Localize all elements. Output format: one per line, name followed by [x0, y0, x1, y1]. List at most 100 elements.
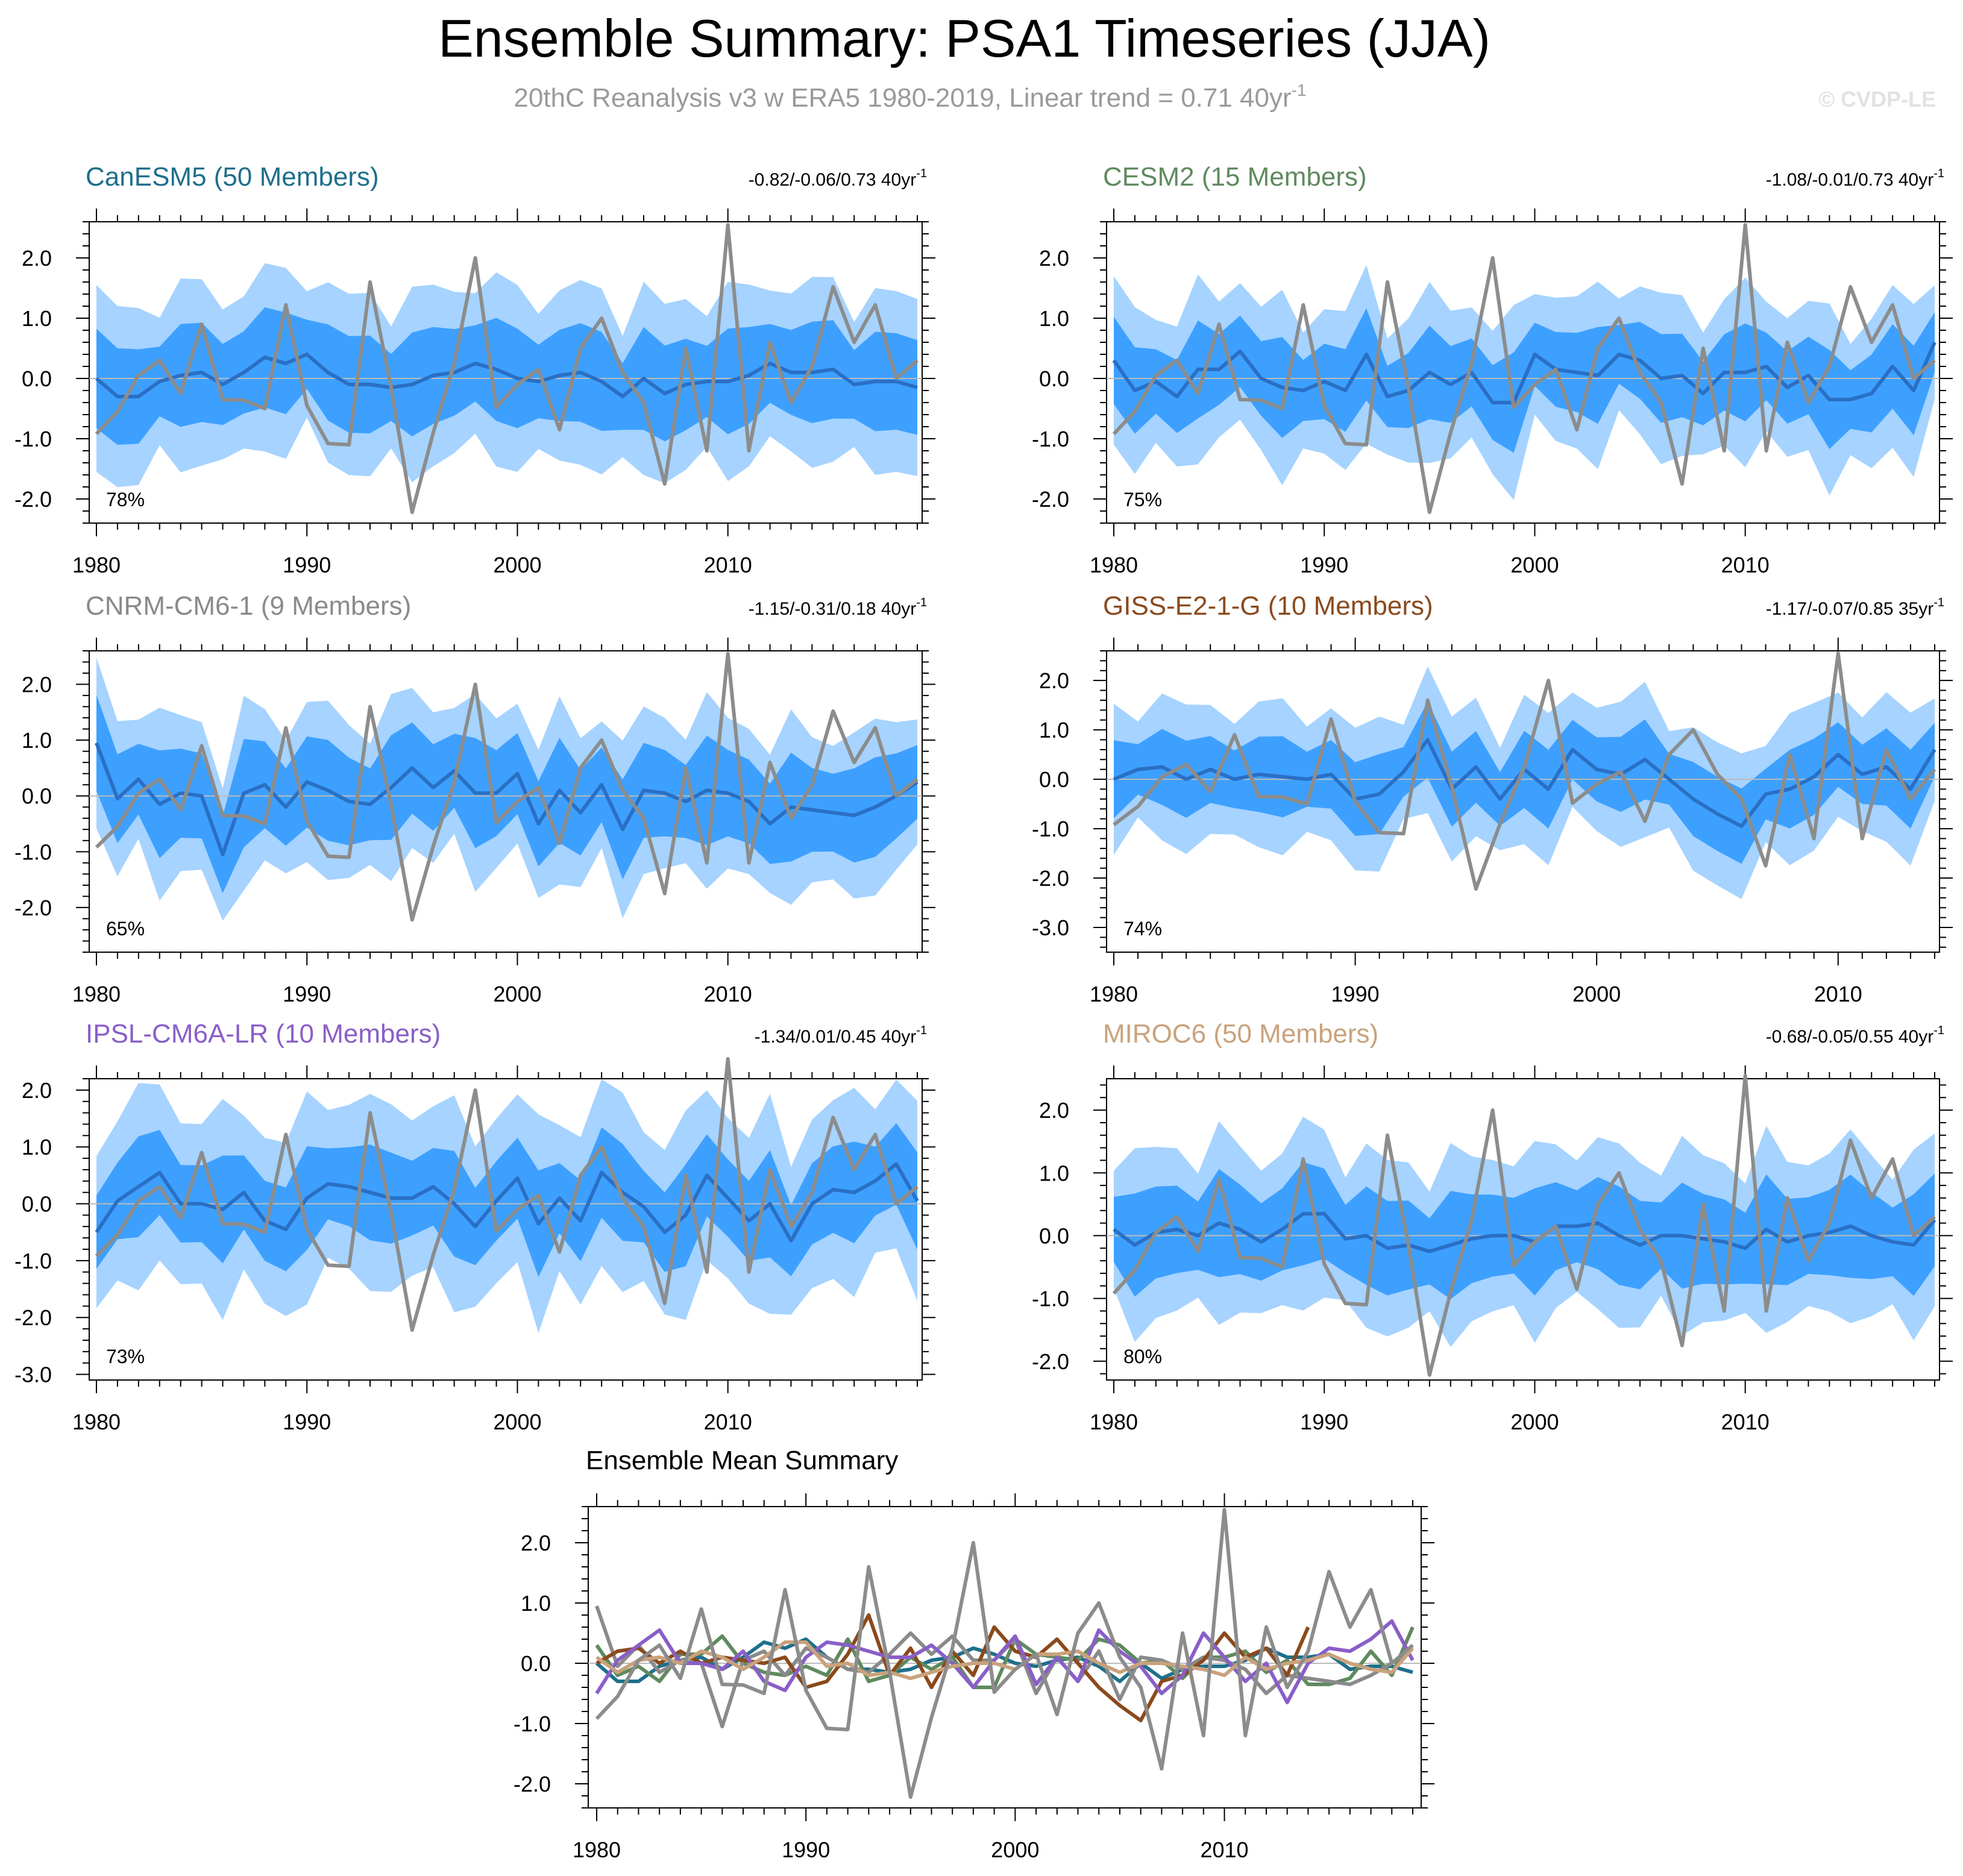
y-tick-label: -2.0 [1032, 866, 1069, 891]
plot-frame [89, 221, 923, 524]
observation-line [95, 1057, 919, 1332]
y-tick-label: -2.0 [1032, 487, 1069, 512]
panel-title: IPSL-CM6A-LR (10 Members) [86, 1019, 441, 1049]
y-tick-label: 2.0 [1039, 246, 1069, 271]
y-tick-label: 1.0 [521, 1591, 551, 1616]
y-tick-label: -1.0 [514, 1711, 551, 1736]
band-inner [1114, 701, 1935, 864]
panel-title: CNRM-CM6-1 (9 Members) [86, 591, 411, 621]
plot-frame [588, 1506, 1422, 1809]
x-tick-label: 1990 [1300, 553, 1348, 577]
x-tick-label: 2010 [1814, 982, 1862, 1006]
panel-percentage: 80% [1123, 1346, 1162, 1367]
observation-line [95, 223, 919, 514]
y-tick-label: -2.0 [1032, 1349, 1069, 1374]
y-tick-label: -1.0 [1032, 427, 1069, 451]
x-tick-label: 1990 [283, 553, 331, 577]
x-tick-label: 2010 [704, 982, 752, 1006]
x-tick-label: 2010 [1721, 553, 1770, 577]
x-tick-label: 1980 [1090, 1410, 1138, 1434]
y-tick-label: -1.0 [1032, 1287, 1069, 1311]
y-tick-label: 1.0 [22, 728, 52, 753]
chart-panel-2: 2.0 1.0 0.0 -1.0 -2.0 1980 1990 2000 2010 CESM2 (… [1032, 162, 1953, 577]
panel-percentage: 78% [106, 489, 145, 510]
panel-trend: -1.15/-0.31/0.18 40yr-1 [749, 596, 927, 619]
copyright-label: © CVDP-LE [1818, 87, 1936, 111]
observation-line [1112, 223, 1936, 514]
x-tick-label: 1990 [283, 982, 331, 1006]
panel-trend: -1.17/-0.07/0.85 35yr-1 [1766, 596, 1944, 619]
plot-frame [1106, 650, 1940, 953]
chart-panel-6: 2.0 1.0 0.0 -1.0 -2.0 1980 1990 2000 2010 MIROC6 … [1032, 1019, 1953, 1434]
chart-panel-1: 2.0 1.0 0.0 -1.0 -2.0 1980 1990 2000 2010 CanESM5… [14, 162, 935, 577]
panel-trend: -1.08/-0.01/0.73 40yr-1 [1766, 167, 1944, 190]
x-tick-label: 1990 [782, 1837, 830, 1862]
x-tick-label: 1990 [1300, 1410, 1348, 1434]
charts-container: 2.0 1.0 0.0 -1.0 -2.0 1980 1990 2000 2010 CanESM5… [14, 162, 1953, 1862]
plot-frame [89, 650, 923, 953]
chart-panel-5: 2.0 1.0 0.0 -1.0 -2.0 -3.0 1980 1990 2000 2010 IPS… [14, 1019, 935, 1434]
chart-panel-3: 2.0 1.0 0.0 -1.0 -2.0 1980 1990 2000 2010 CNRM-CM… [14, 591, 935, 1006]
y-tick-label: -2.0 [14, 896, 52, 920]
y-tick-label: 1.0 [1039, 718, 1069, 742]
y-tick-label: 2.0 [22, 673, 52, 697]
x-tick-label: 2000 [1572, 982, 1621, 1006]
chart-panel-4: 2.0 1.0 0.0 -1.0 -2.0 -3.0 1980 1990 2000 2010 GIS… [1032, 591, 1953, 1006]
panel-title: MIROC6 (50 Members) [1103, 1019, 1378, 1049]
chart-panel-7: 2.0 1.0 0.0 -1.0 -2.0 1980 1990 2000 2010 Ensembl… [514, 1446, 1434, 1862]
y-tick-label: 0.0 [1039, 767, 1069, 792]
y-tick-label: 1.0 [1039, 306, 1069, 331]
summary-series-ipsl-cm6a-lr [595, 1619, 1415, 1704]
y-tick-label: -1.0 [14, 427, 52, 451]
x-tick-label: 1980 [72, 982, 121, 1006]
plot-frame [89, 1078, 923, 1381]
y-tick-label: 0.0 [1039, 366, 1069, 391]
band-inner [96, 694, 917, 894]
x-tick-label: 2010 [1200, 1837, 1248, 1862]
y-tick-label: 2.0 [22, 246, 52, 271]
x-tick-label: 2000 [493, 1410, 541, 1434]
observation-line [95, 651, 919, 922]
x-tick-label: 2000 [991, 1837, 1039, 1862]
y-tick-label: 2.0 [22, 1078, 52, 1103]
y-tick-label: 0.0 [22, 1192, 52, 1217]
y-tick-label: -3.0 [14, 1363, 52, 1387]
y-tick-label: 1.0 [22, 1135, 52, 1159]
figure-title: Ensemble Summary: PSA1 Timeseries (JJA) [438, 8, 1490, 68]
summary-title: Ensemble Mean Summary [586, 1446, 898, 1475]
x-tick-label: 2010 [704, 553, 752, 577]
panel-trend: -0.68/-0.05/0.55 40yr-1 [1766, 1024, 1944, 1047]
ensemble-mean-line [1112, 341, 1936, 404]
x-tick-label: 1990 [283, 1410, 331, 1434]
panel-percentage: 75% [1123, 489, 1162, 510]
plot-frame [1106, 1078, 1940, 1381]
x-tick-label: 1980 [1090, 982, 1138, 1006]
band-inner [96, 1123, 917, 1277]
y-tick-label: 1.0 [22, 306, 52, 331]
y-tick-label: -2.0 [514, 1772, 551, 1796]
x-tick-label: 1980 [1090, 553, 1138, 577]
panel-title: GISS-E2-1-G (10 Members) [1103, 591, 1433, 621]
y-tick-label: 0.0 [521, 1651, 551, 1676]
x-tick-label: 2000 [493, 553, 541, 577]
observation-line [1113, 651, 1936, 891]
y-tick-label: 0.0 [22, 784, 52, 809]
panel-percentage: 65% [106, 918, 145, 940]
ensemble-mean-line [95, 1162, 919, 1243]
panel-percentage: 74% [1123, 918, 1162, 940]
figure-subtitle: 20thC Reanalysis v3 w ERA5 1980-2019, Li… [514, 81, 1306, 113]
x-tick-label: 1990 [1331, 982, 1380, 1006]
x-tick-label: 1980 [72, 1410, 121, 1434]
summary-series-miroc6 [595, 1640, 1415, 1680]
y-tick-label: 2.0 [1039, 1098, 1069, 1123]
panel-title: CanESM5 (50 Members) [86, 162, 379, 192]
x-tick-label: 1980 [573, 1837, 621, 1862]
y-tick-label: -2.0 [14, 487, 52, 512]
plot-frame [1106, 221, 1940, 524]
y-tick-label: 1.0 [1039, 1161, 1069, 1185]
y-tick-label: -1.0 [1032, 817, 1069, 841]
y-tick-label: -2.0 [14, 1305, 52, 1330]
y-tick-label: -1.0 [14, 1249, 52, 1273]
y-tick-label: 0.0 [22, 366, 52, 391]
